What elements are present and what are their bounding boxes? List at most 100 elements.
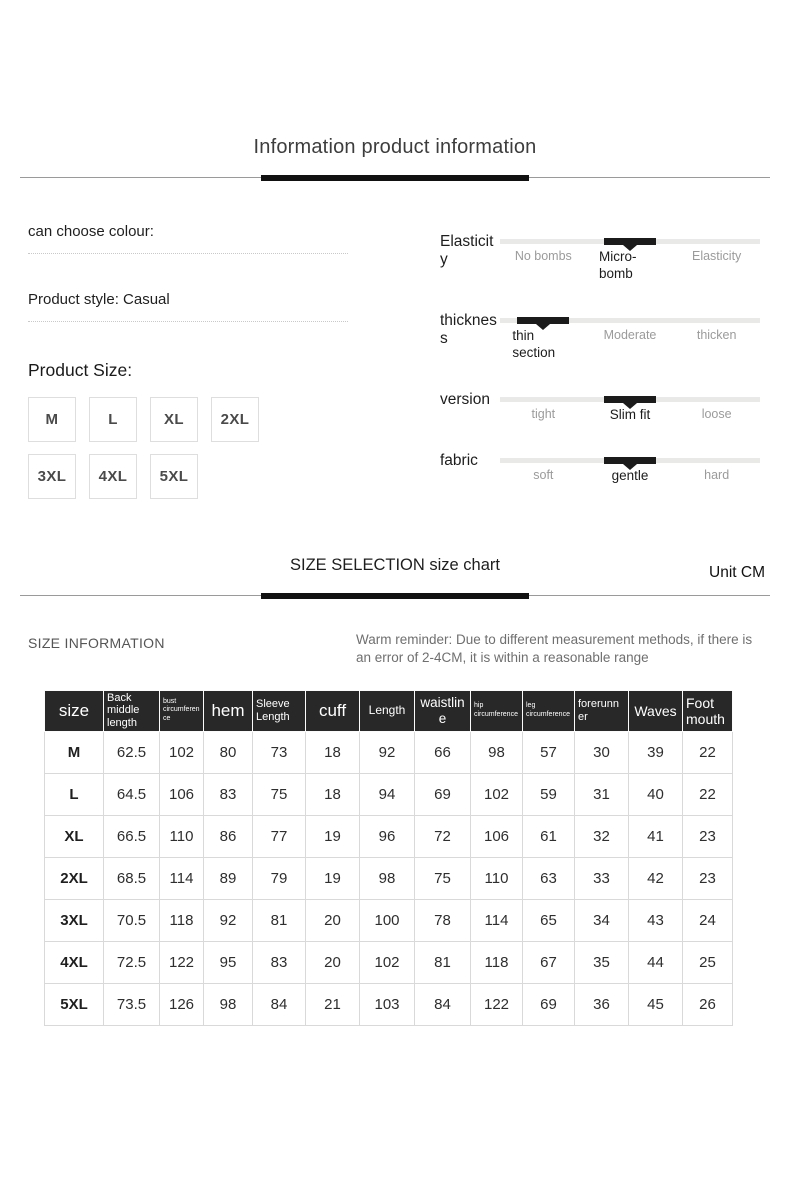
colour-label: can choose colour:	[28, 223, 154, 240]
table-cell: 98	[203, 982, 253, 1026]
size-row-label-cell: 3XL	[44, 898, 104, 942]
table-cell: 102	[470, 772, 523, 816]
table-cell: 25	[682, 940, 733, 984]
size-information-label: SIZE INFORMATION	[28, 635, 165, 652]
table-row: M 62.5 102 80 73 18 92 66 98 57 30 39 22	[44, 730, 733, 774]
table-cell: 92	[359, 730, 415, 774]
size-option-button[interactable]: 3XL	[28, 454, 76, 499]
table-cell: 75	[252, 772, 306, 816]
table-cell: 106	[470, 814, 523, 858]
table-cell: 69	[522, 982, 575, 1026]
table-row: 3XL 70.5 118 92 81 20 100 78 114 65 34 43 24	[44, 898, 733, 942]
slider-track	[500, 238, 760, 245]
table-cell: 59	[522, 772, 575, 816]
slider-option: thicken	[696, 327, 737, 342]
slider-track	[500, 316, 760, 324]
table-cell: 23	[682, 856, 733, 900]
size-option-button[interactable]: L	[89, 397, 137, 442]
table-header-cell: Length	[359, 689, 415, 732]
table-cell: 18	[305, 730, 360, 774]
size-info-row: SIZE INFORMATION Warm reminder: Due to d…	[0, 631, 790, 667]
table-cell: 103	[359, 982, 415, 1026]
table-header-cell: cuff	[305, 689, 360, 732]
table-cell: 114	[159, 856, 204, 900]
table-header-cell: waistline	[414, 689, 471, 732]
table-cell: 23	[682, 814, 733, 858]
warm-reminder-text: Warm reminder: Due to different measurem…	[356, 632, 753, 666]
table-cell: 67	[522, 940, 575, 984]
table-cell: 81	[414, 940, 471, 984]
table-cell: 80	[203, 730, 253, 774]
size-option-button[interactable]: XL	[150, 397, 198, 442]
table-cell: 100	[359, 898, 415, 942]
size-option-button[interactable]: M	[28, 397, 76, 442]
table-cell: 72.5	[103, 940, 160, 984]
table-header-cell: Waves	[628, 689, 683, 732]
size-option-button[interactable]: 2XL	[211, 397, 259, 442]
size-option-button[interactable]: 4XL	[89, 454, 137, 499]
attribute-row-elasticity: Elasticity No bombs Micro-bomb Elasticit…	[440, 231, 760, 283]
table-cell: 94	[359, 772, 415, 816]
table-header-cell: bust circumference	[159, 689, 204, 732]
size-option-button[interactable]: 5XL	[150, 454, 198, 499]
table-cell: 44	[628, 940, 683, 984]
slider-option: Elasticity	[691, 249, 742, 263]
size-label: Product Size:	[28, 360, 133, 380]
table-cell: 61	[522, 814, 575, 858]
table-cell: 19	[305, 814, 360, 858]
table-cell: 106	[159, 772, 204, 816]
colour-dotted-line	[28, 253, 348, 254]
slider-option: hard	[704, 468, 730, 483]
table-row: 4XL 72.5 122 95 83 20 102 81 118 67 35 44 25	[44, 940, 733, 984]
table-cell: 73	[252, 730, 306, 774]
attribute-row-thickness: thickness thin section Moderate thicken	[440, 310, 760, 362]
table-cell: 39	[628, 730, 683, 774]
table-row: XL 66.5 110 86 77 19 96 72 106 61 32 41 23	[44, 814, 733, 858]
slider-thumb	[604, 457, 656, 465]
attribute-label: Elasticity	[440, 233, 494, 268]
table-cell: 78	[414, 898, 471, 942]
table-cell: 24	[682, 898, 733, 942]
slider-option: Slim fit	[609, 406, 651, 422]
table-cell: 35	[574, 940, 629, 984]
table-cell: 75	[414, 856, 471, 900]
table-row: 5XL 73.5 126 98 84 21 103 84 122 69 36 45 26	[44, 982, 733, 1026]
table-cell: 42	[628, 856, 683, 900]
slider-option: soft	[533, 468, 554, 483]
slider-option: Micro-bomb	[598, 249, 637, 281]
table-cell: 41	[628, 814, 683, 858]
table-cell: 98	[359, 856, 415, 900]
table-header-cell: forerunner	[574, 689, 629, 732]
table-cell: 22	[682, 730, 733, 774]
table-cell: 92	[203, 898, 253, 942]
table-header-cell: size	[44, 689, 104, 732]
table-header-cell: Back middle length	[103, 689, 160, 732]
table-cell: 81	[252, 898, 306, 942]
size-table: size Back middle length bust circumference…	[44, 689, 733, 1026]
table-cell: 34	[574, 898, 629, 942]
table-head: size Back middle length bust circumference…	[44, 689, 733, 732]
table-cell: 19	[305, 856, 360, 900]
table-header-cell: Foot mouth	[682, 689, 733, 732]
attribute-sliders-column: Elasticity No bombs Micro-bomb Elasticit…	[436, 223, 790, 512]
attribute-label: version	[440, 390, 490, 408]
table-cell: 26	[682, 982, 733, 1026]
table-cell: 98	[470, 730, 523, 774]
size-chart-title: SIZE SELECTION size chart	[290, 556, 500, 575]
table-cell: 36	[574, 982, 629, 1026]
size-row-label-cell: 5XL	[44, 982, 104, 1026]
table-body: M 62.5 102 80 73 18 92 66 98 57 30 39 22 L 64.5 106 83 75…	[44, 730, 733, 1026]
table-cell: 96	[359, 814, 415, 858]
table-cell: 43	[628, 898, 683, 942]
table-cell: 122	[159, 940, 204, 984]
slider-option: tight	[531, 406, 556, 421]
table-cell: 110	[470, 856, 523, 900]
table-cell: 62.5	[103, 730, 160, 774]
table-cell: 20	[305, 940, 360, 984]
size-chart-header: SIZE SELECTION size chart Unit CM	[0, 556, 790, 581]
page-title: Information product information	[253, 136, 537, 158]
table-row: 2XL 68.5 114 89 79 19 98 75 110 63 33 42 23	[44, 856, 733, 900]
table-cell: 95	[203, 940, 253, 984]
slider-thumb	[604, 238, 656, 245]
table-cell: 63	[522, 856, 575, 900]
